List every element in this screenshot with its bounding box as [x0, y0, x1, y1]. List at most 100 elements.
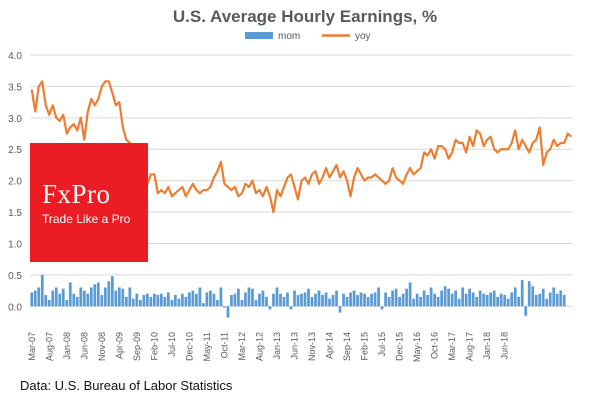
- mom-bar: [555, 293, 559, 307]
- y-tick-label: 1.5: [8, 208, 22, 219]
- mom-bar: [114, 290, 118, 307]
- mom-bar: [531, 286, 535, 307]
- mom-bar: [131, 298, 135, 307]
- mom-bar: [58, 293, 62, 307]
- y-tick-label: 0.0: [8, 302, 22, 313]
- mom-bar: [370, 293, 373, 307]
- x-tick-label: Dec-10: [184, 332, 194, 361]
- x-tick-label: Apr-14: [325, 332, 335, 359]
- mom-bar: [307, 288, 310, 307]
- mom-bar: [545, 298, 549, 307]
- mom-bar: [135, 293, 139, 307]
- x-tick-label: Jan-13: [272, 332, 282, 360]
- mom-bar: [513, 287, 517, 307]
- mom-bar: [398, 296, 401, 307]
- mom-bar: [475, 296, 479, 307]
- mom-bar: [377, 287, 380, 307]
- y-axis-labels: 0.0 0.5 1.0 1.5 2.0 2.5 3.0 3.5 4.0: [8, 51, 22, 313]
- mom-bar: [174, 294, 177, 307]
- mom-bar: [107, 281, 111, 307]
- mom-bar: [415, 293, 419, 307]
- mom-bar: [450, 293, 454, 307]
- mom-bar: [219, 287, 223, 307]
- mom-bar: [286, 292, 289, 307]
- mom-bar: [251, 288, 254, 307]
- mom-bar: [380, 306, 384, 310]
- mom-bar: [160, 293, 163, 307]
- mom-bar: [163, 296, 167, 307]
- mom-bar: [233, 293, 237, 307]
- mom-bar: [384, 292, 387, 307]
- mom-bar: [524, 306, 528, 316]
- mom-bar: [149, 296, 153, 307]
- legend-mom-swatch: [245, 32, 273, 39]
- mom-bar: [338, 306, 342, 313]
- mom-bar: [195, 293, 198, 307]
- mom-bar: [293, 290, 296, 307]
- mom-bar: [548, 292, 552, 307]
- mom-bar: [68, 282, 72, 307]
- mom-bar: [93, 284, 97, 307]
- mom-bar: [471, 292, 475, 307]
- chart-title: U.S. Average Hourly Earnings, %: [173, 7, 437, 26]
- yoy-series-line: [30, 80, 572, 214]
- x-tick-label: Feb-10: [149, 332, 159, 361]
- x-tick-label: Oct-11: [219, 332, 229, 358]
- mom-bar: [121, 288, 125, 307]
- mom-bar: [349, 292, 352, 307]
- mom-bar: [541, 288, 545, 307]
- mom-bar: [499, 293, 503, 307]
- mom-bar: [394, 288, 398, 307]
- x-tick-label: Sep-09: [132, 332, 142, 361]
- mom-bar: [191, 290, 195, 307]
- mom-bar: [300, 293, 303, 307]
- mom-bar: [405, 288, 408, 307]
- legend-mom-label: mom: [278, 31, 300, 42]
- mom-bar: [205, 292, 209, 307]
- mom-bar: [156, 294, 160, 307]
- mom-bar: [247, 287, 251, 307]
- mom-bar: [464, 293, 468, 307]
- mom-bar: [61, 288, 65, 307]
- mom-bar: [510, 292, 514, 307]
- mom-bar: [216, 300, 219, 307]
- mom-bar: [527, 281, 531, 307]
- x-tick-label: Mar-07: [27, 332, 37, 361]
- x-tick-label: Mar-17: [447, 332, 457, 361]
- mom-bar: [289, 306, 293, 310]
- mom-bar: [436, 296, 440, 307]
- mom-bar: [401, 293, 405, 307]
- y-tick-label: 0.5: [8, 271, 22, 282]
- mom-bar: [356, 294, 359, 307]
- mom-bar: [422, 290, 426, 307]
- mom-bar: [100, 294, 104, 307]
- mom-bar: [387, 296, 391, 307]
- mom-bar: [310, 296, 314, 307]
- x-axis-labels: Mar-07 Aug-07 Jan-08 Jun-08 Nov-08 Apr-09 Sep-…: [27, 332, 510, 362]
- x-tick-label: Aug-07: [44, 332, 54, 361]
- mom-bar: [258, 293, 261, 307]
- mom-bar: [167, 292, 170, 307]
- mom-bar: [30, 292, 34, 307]
- mom-bar: [457, 298, 461, 307]
- mom-bar: [373, 292, 377, 307]
- mom-bar: [152, 293, 156, 307]
- mom-bar: [54, 287, 58, 307]
- mom-bar: [492, 290, 496, 307]
- mom-bar: [79, 287, 83, 307]
- mom-bar: [145, 293, 149, 307]
- mom-bar: [559, 290, 563, 307]
- mom-bar: [520, 279, 524, 307]
- x-tick-label: Feb-15: [360, 332, 370, 361]
- x-tick-label: Mar-12: [237, 332, 247, 361]
- mom-bar: [461, 287, 465, 307]
- x-tick-label: Nov-13: [307, 332, 317, 361]
- mom-bar: [328, 298, 331, 307]
- x-tick-label: Dec-15: [395, 332, 405, 361]
- mom-bar: [47, 300, 51, 307]
- mom-bar: [226, 306, 230, 318]
- mom-bar: [209, 290, 212, 307]
- x-tick-label: Apr-09: [114, 332, 124, 359]
- mom-bar: [223, 306, 226, 308]
- mom-bar: [72, 293, 76, 307]
